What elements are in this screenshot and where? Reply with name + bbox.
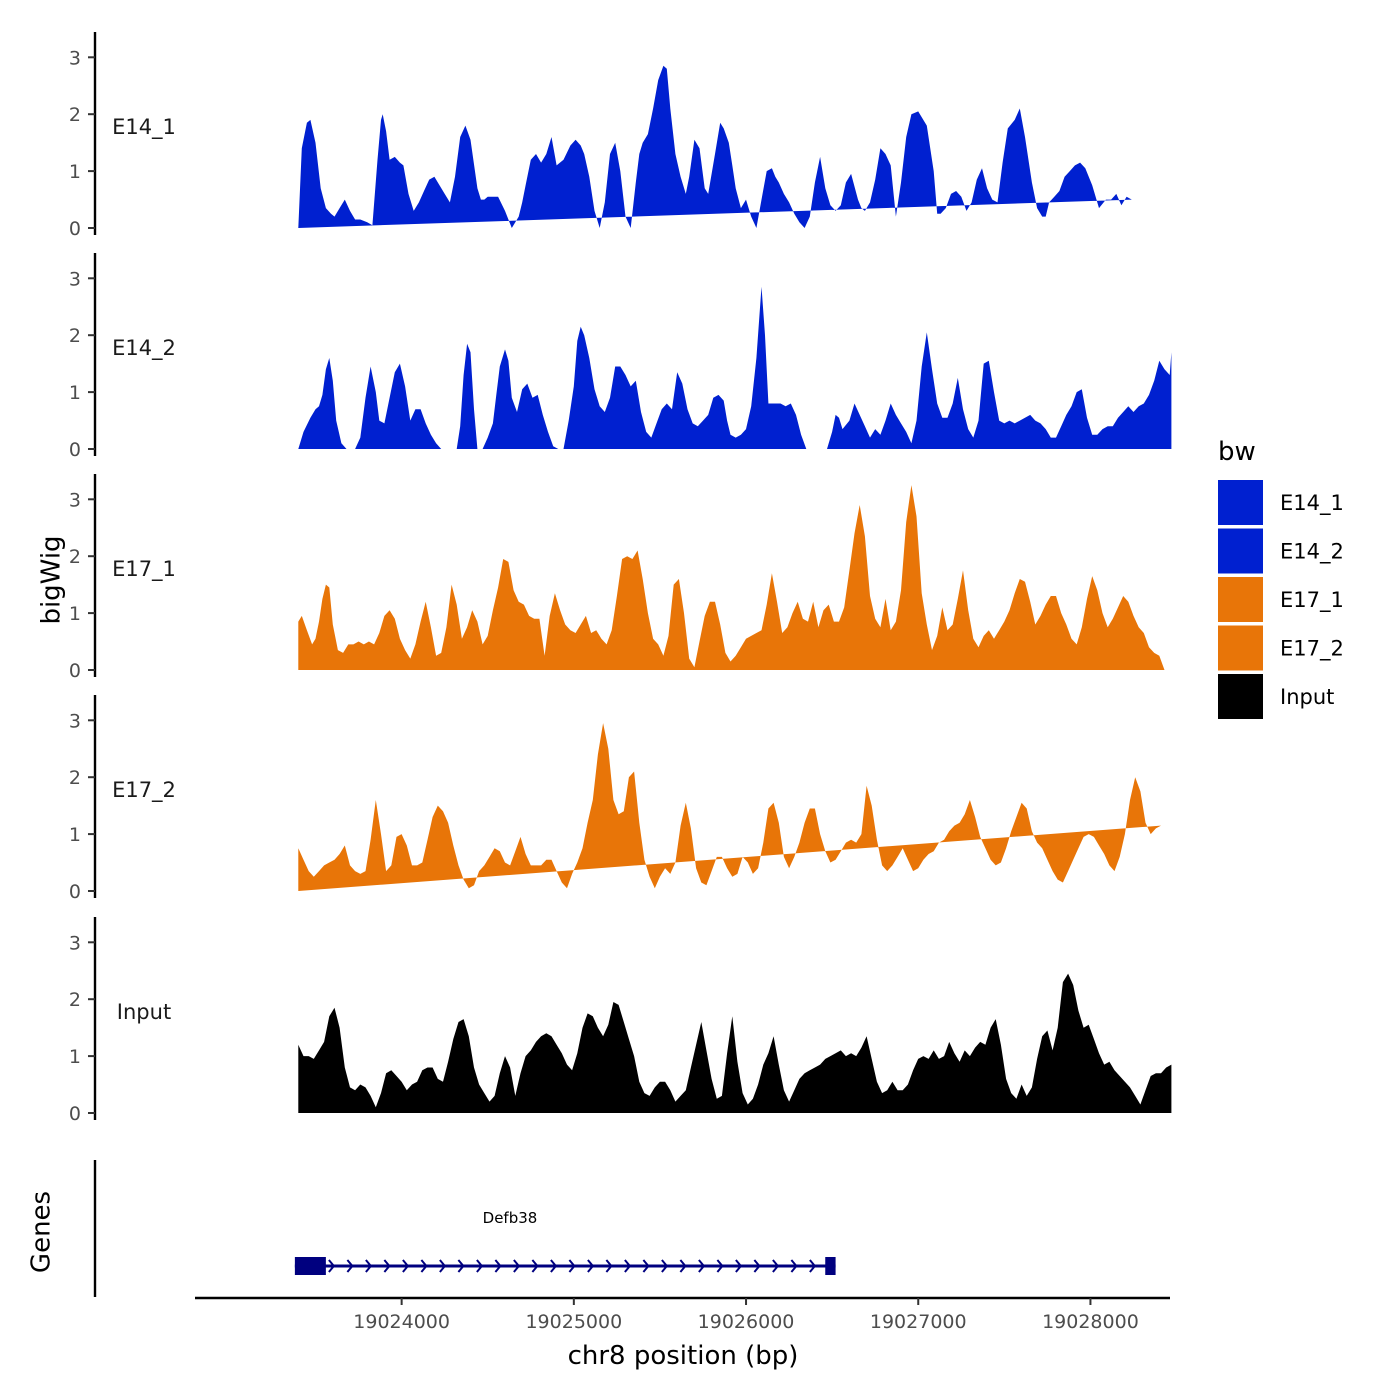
legend-label: E17_1 — [1280, 588, 1344, 613]
coverage-area — [298, 485, 1165, 670]
y-tick-label: 3 — [69, 489, 81, 511]
track-input: 0 1 2 3 Input — [69, 917, 1172, 1125]
y-tick-label: 2 — [69, 546, 81, 568]
legend-title: bw — [1218, 437, 1256, 467]
x-tick-label: 19024000 — [353, 1311, 450, 1333]
strand-arrow — [531, 1259, 539, 1273]
strand-arrow — [476, 1259, 484, 1273]
y-tick-label: 0 — [69, 1103, 81, 1125]
y-tick-label: 3 — [69, 932, 81, 954]
y-tick-label: 1 — [69, 603, 81, 625]
y-tick-label: 1 — [69, 1046, 81, 1068]
strand-arrow — [402, 1259, 410, 1273]
y-tick-label: 0 — [69, 218, 81, 240]
strand-arrow — [587, 1259, 595, 1273]
strand-arrow — [753, 1259, 761, 1273]
strand-arrow — [383, 1259, 391, 1273]
y-axis-title: bigWig — [37, 535, 67, 624]
strand-arrow — [679, 1259, 687, 1273]
strand-arrow — [642, 1259, 650, 1273]
strand-arrow — [772, 1259, 780, 1273]
strand-arrow — [420, 1259, 428, 1273]
y-tick-label: 2 — [69, 989, 81, 1011]
strand-arrow — [328, 1259, 336, 1273]
strand-arrow — [457, 1259, 465, 1273]
track-label: E14_1 — [112, 115, 176, 140]
y-tick-label: 0 — [69, 881, 81, 903]
coverage-area — [298, 65, 1132, 228]
exon-block — [825, 1257, 836, 1275]
x-axis-title: chr8 position (bp) — [568, 1341, 799, 1371]
y-tick-label: 2 — [69, 104, 81, 126]
y-tick-label: 3 — [69, 710, 81, 732]
y-tick-label: 1 — [69, 161, 81, 183]
legend-item-e17-1: E17_1 — [1218, 577, 1344, 622]
legend-label: E14_1 — [1280, 491, 1344, 516]
track-e14-2: 0 1 2 3 E14_2 — [69, 253, 1172, 461]
exon-block — [294, 1257, 326, 1275]
strand-arrow — [735, 1259, 743, 1273]
y-tick-label: 0 — [69, 439, 81, 461]
track-e14-1: 0 1 2 3 E14_1 — [69, 32, 1132, 240]
genes-axis-title: Genes — [27, 1191, 57, 1273]
legend-swatch — [1218, 480, 1263, 525]
strand-arrow — [809, 1259, 817, 1273]
y-tick-label: 1 — [69, 824, 81, 846]
y-tick-label: 3 — [69, 268, 81, 290]
strand-arrow — [661, 1259, 669, 1273]
legend-swatch — [1218, 625, 1263, 671]
x-tick-label: 19025000 — [525, 1311, 622, 1333]
legend-label: E14_2 — [1280, 540, 1344, 565]
strand-arrow — [439, 1259, 447, 1273]
y-tick-label: 0 — [69, 660, 81, 682]
strand-arrow — [716, 1259, 724, 1273]
x-tick-label: 19027000 — [870, 1311, 967, 1333]
legend: bw E14_1 E14_2 E17_1 E17_2 Input — [1218, 437, 1344, 719]
strand-arrow — [550, 1259, 558, 1273]
strand-arrow — [494, 1259, 502, 1273]
legend-swatch — [1218, 528, 1263, 574]
strand-arrow — [568, 1259, 576, 1273]
track-label: Input — [117, 1000, 171, 1024]
strand-arrow — [605, 1259, 613, 1273]
track-label: E17_1 — [112, 557, 176, 582]
coverage-area — [298, 723, 1161, 891]
track-e17-1: 0 1 2 3 E17_1 — [69, 474, 1165, 682]
x-tick-label: 19026000 — [698, 1311, 795, 1333]
legend-swatch — [1218, 577, 1263, 622]
track-label: E14_2 — [112, 336, 176, 361]
y-tick-label: 2 — [69, 767, 81, 789]
strand-arrow — [513, 1259, 521, 1273]
y-tick-label: 3 — [69, 47, 81, 69]
legend-item-e14-2: E14_2 — [1218, 528, 1344, 574]
legend-label: E17_2 — [1280, 637, 1344, 662]
x-tick-label: 19028000 — [1042, 1311, 1139, 1333]
strand-arrow — [346, 1259, 354, 1273]
track-e17-2: 0 1 2 3 E17_2 — [69, 695, 1161, 903]
strand-arrow — [624, 1259, 632, 1273]
y-tick-label: 1 — [69, 382, 81, 404]
legend-item-e17-2: E17_2 — [1218, 625, 1344, 671]
legend-item-input: Input — [1218, 674, 1334, 719]
y-tick-label: 2 — [69, 325, 81, 347]
strand-arrow — [790, 1259, 798, 1273]
legend-swatch — [1218, 674, 1263, 719]
strand-arrow — [365, 1259, 373, 1273]
x-axis: 19024000 19025000 19026000 19027000 19028000 — [195, 1296, 1170, 1333]
gene-label: Defb38 — [483, 1209, 538, 1227]
tracks-layer: 0 1 2 3 E14_1 0 1 2 3 E14_2 0 1 2 3 E17_1 0 1 2 3 E17_2 0 1 2 3… — [69, 32, 1172, 1125]
gene-defb38: Defb38 — [294, 1209, 836, 1275]
coverage-area — [298, 286, 1172, 449]
legend-label: Input — [1280, 685, 1334, 709]
genes-layer: Defb38 — [93, 1160, 836, 1297]
legend-item-e14-1: E14_1 — [1218, 480, 1344, 525]
strand-arrow — [698, 1259, 706, 1273]
track-label: E17_2 — [112, 778, 176, 803]
coverage-area — [298, 973, 1172, 1113]
